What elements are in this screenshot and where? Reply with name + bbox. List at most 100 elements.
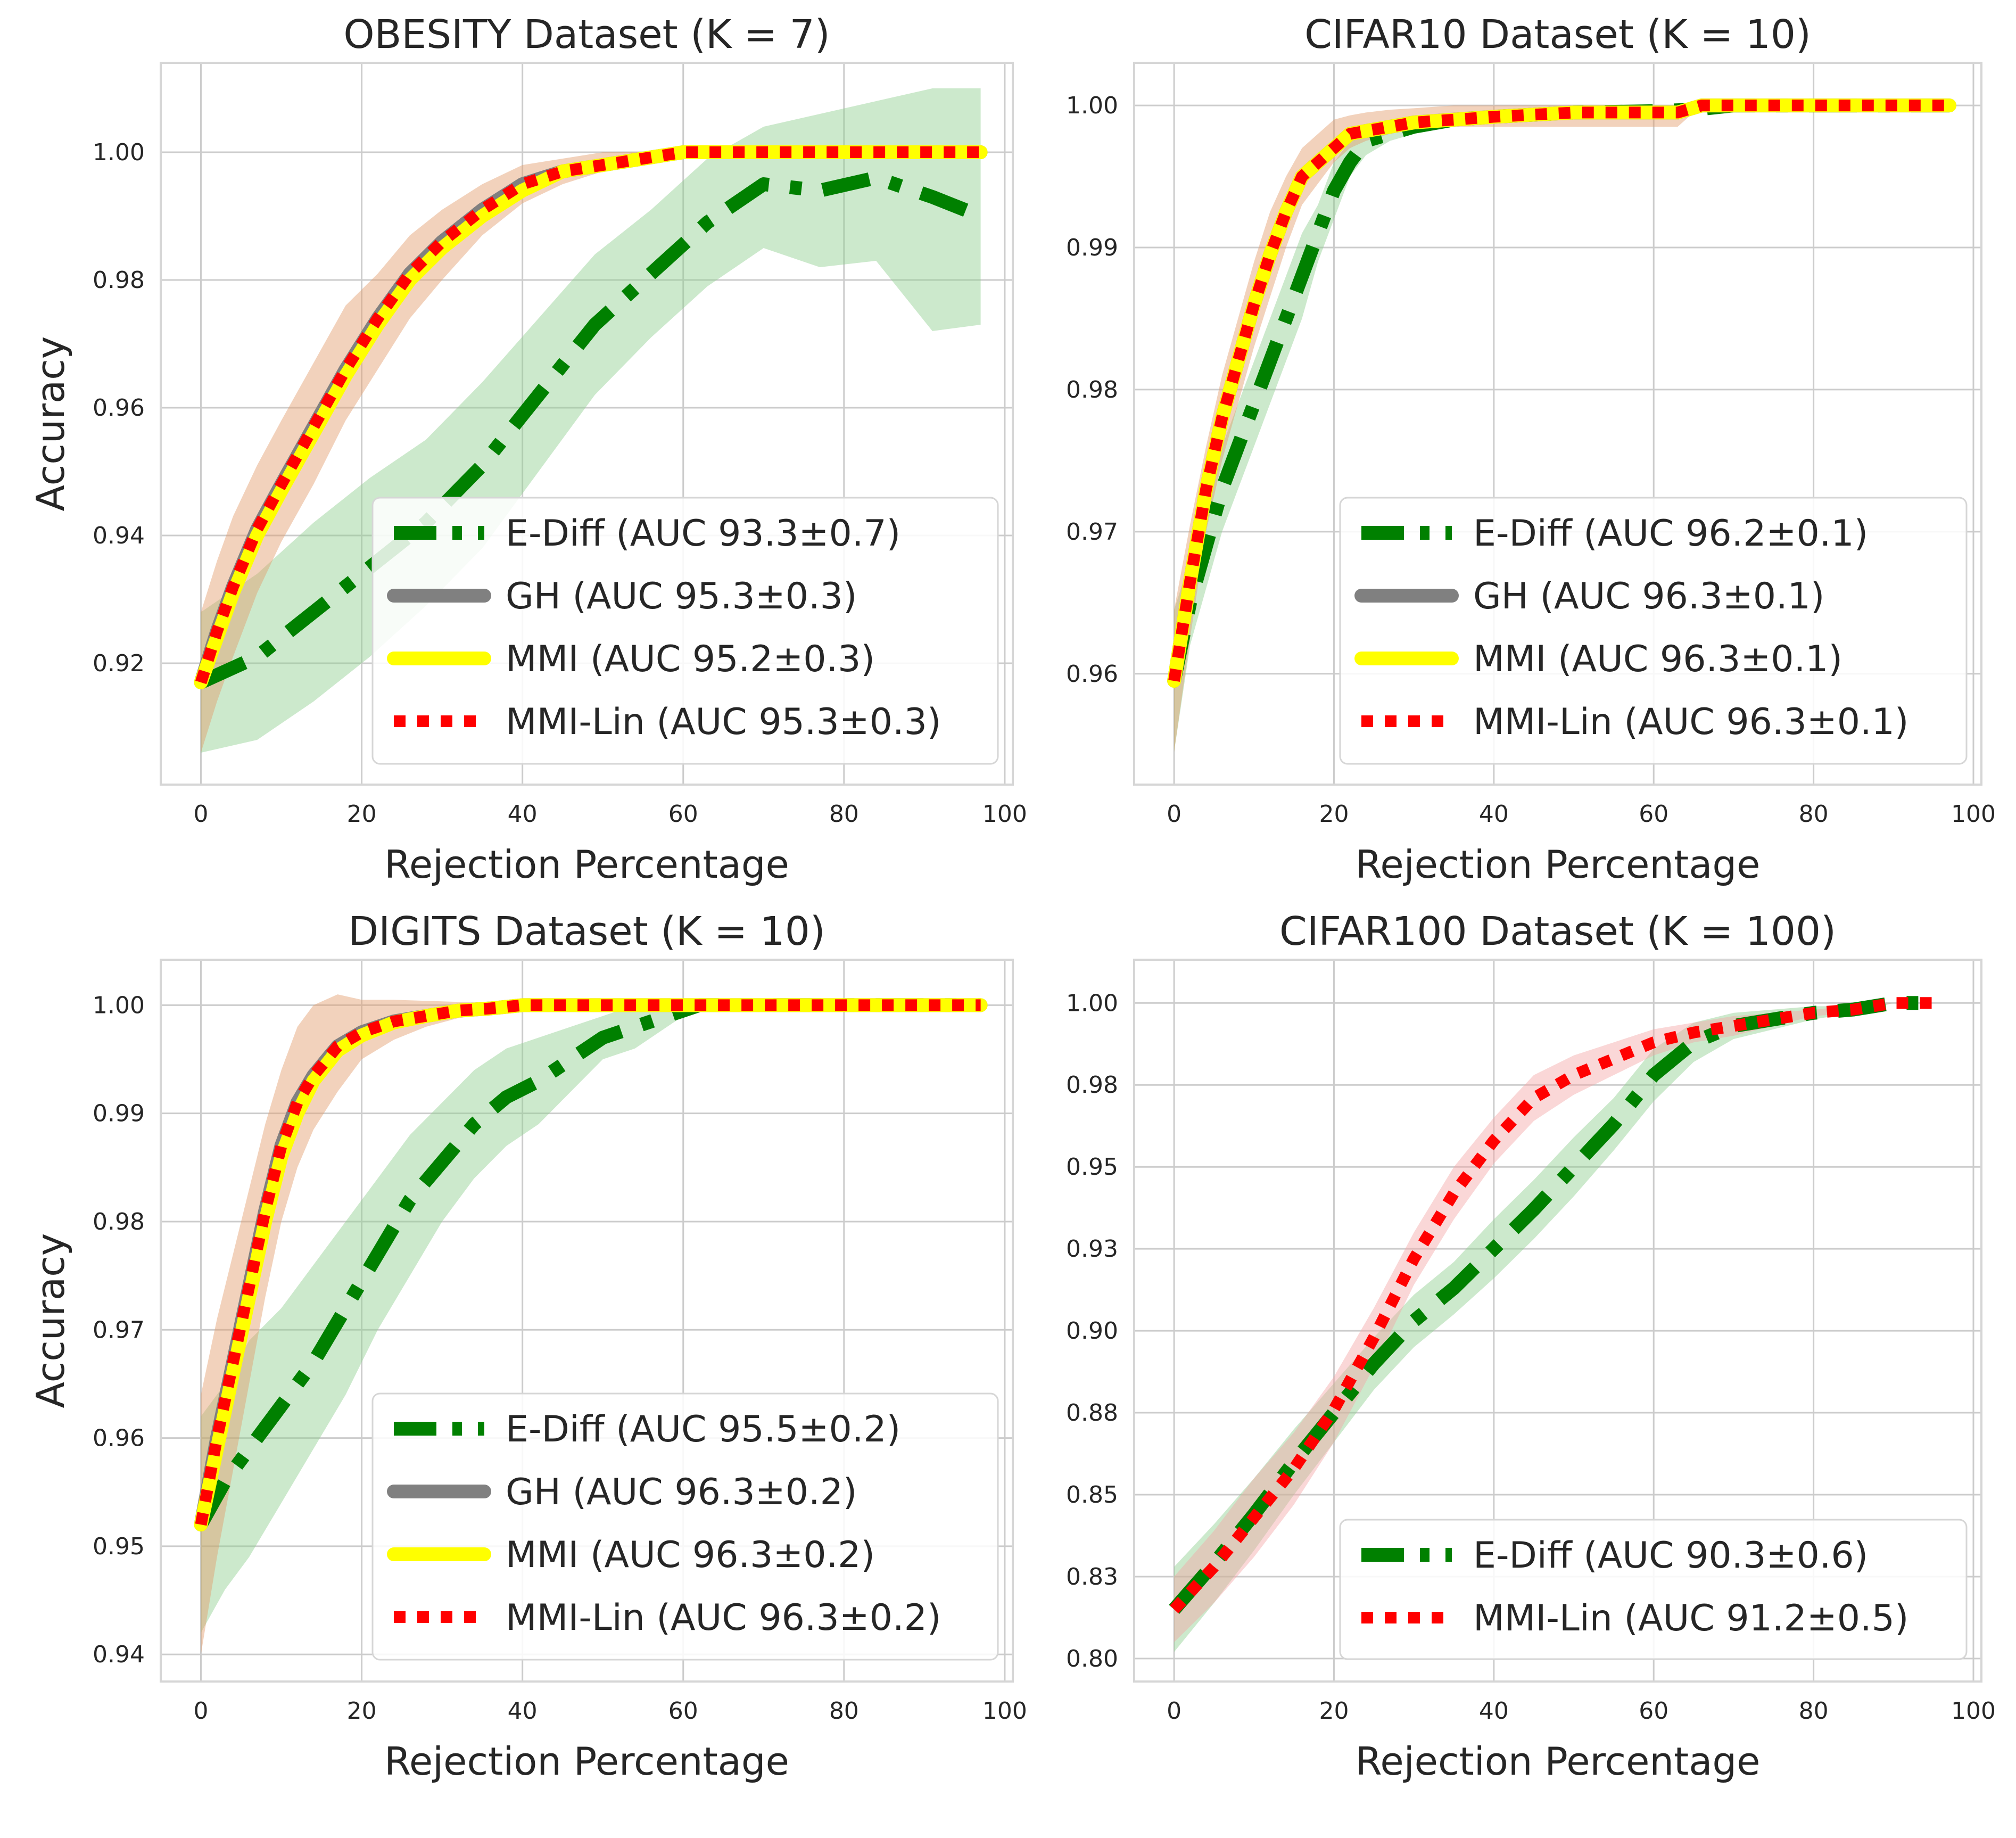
y-tick-label: 0.88 [1066, 1399, 1118, 1427]
data-layer [1167, 98, 1956, 752]
legend-label: MMI-Lin (AUC 96.3±0.2) [506, 1597, 941, 1639]
x-tick-label: 20 [1319, 801, 1349, 828]
x-tick-label: 100 [982, 1697, 1027, 1725]
legend: E-Diff (AUC 90.3±0.6) MMI-Lin (AUC 91.2±0… [1339, 1519, 1968, 1660]
x-tick-label: 80 [1799, 1697, 1829, 1725]
y-tick-label: 0.95 [1066, 1153, 1118, 1181]
x-tick-label: 100 [1951, 1697, 1996, 1725]
y-tick-label: 0.96 [93, 394, 145, 422]
series-line-4 [1168, 100, 1949, 682]
series-line-4 [195, 999, 981, 1526]
legend-label: E-Diff (AUC 96.2±0.1) [1473, 513, 1868, 555]
series-line-1 [198, 171, 984, 689]
legend-box [371, 1392, 999, 1661]
y-tick-label: 0.80 [1066, 1645, 1118, 1672]
legend: E-Diff (AUC 96.2±0.1) GH (AUC 96.3±0.1) MM… [1339, 497, 1968, 765]
series-line-1 [1167, 98, 1949, 682]
y-tick-label: 1.00 [93, 992, 145, 1019]
y-axis-label: Accuracy [28, 1233, 73, 1408]
y-axis-label: Accuracy [28, 336, 73, 512]
x-tick-label: 0 [1167, 801, 1181, 828]
x-tick-label: 60 [1639, 801, 1668, 828]
axes-frame [160, 959, 1014, 1683]
legend-label: E-Diff (AUC 90.3±0.6) [1473, 1535, 1868, 1577]
legend: E-Diff (AUC 95.5±0.2) GH (AUC 96.3±0.2) MM… [371, 1392, 999, 1661]
legend-box [1339, 1519, 1968, 1660]
legend: E-Diff (AUC 93.3±0.7) GH (AUC 95.3±0.3) MM… [371, 497, 999, 765]
series-line-2 [1170, 997, 1934, 1614]
x-axis-label: Rejection Percentage [384, 842, 789, 887]
legend-label: E-Diff (AUC 95.5±0.2) [506, 1408, 900, 1450]
x-tick-label: 20 [347, 801, 377, 828]
chart-title: CIFAR100 Dataset (K = 100) [1279, 909, 1836, 954]
x-tick-label: 60 [668, 1697, 698, 1725]
y-tick-label: 0.94 [93, 522, 145, 549]
chart-title: CIFAR10 Dataset (K = 10) [1304, 12, 1811, 57]
legend-label: MMI-Lin (AUC 91.2±0.5) [1473, 1597, 1908, 1639]
chart-title: DIGITS Dataset (K = 10) [348, 909, 825, 954]
x-tick-label: 80 [829, 801, 859, 828]
legend-label: MMI (AUC 96.3±0.2) [506, 1534, 875, 1576]
y-tick-label: 1.00 [93, 139, 145, 166]
y-tick-label: 0.99 [1066, 234, 1118, 261]
y-tick-label: 0.97 [93, 1316, 145, 1344]
y-tick-label: 0.83 [1066, 1563, 1118, 1590]
legend-box [1339, 497, 1968, 765]
y-tick-label: 0.98 [93, 267, 145, 294]
legend-label: MMI-Lin (AUC 95.3±0.3) [506, 701, 941, 743]
y-tick-label: 1.00 [1066, 990, 1118, 1017]
x-tick-label: 60 [1639, 1697, 1668, 1725]
legend-label: GH (AUC 96.3±0.2) [506, 1471, 857, 1513]
confidence-band [201, 1005, 981, 1633]
x-tick-label: 80 [1799, 801, 1829, 828]
y-tick-label: 0.94 [93, 1641, 145, 1668]
legend-label: GH (AUC 96.3±0.1) [1473, 575, 1824, 617]
legend-label: GH (AUC 95.3±0.3) [506, 575, 857, 617]
y-tick-label: 0.96 [93, 1425, 145, 1452]
chart-panel-2: 0 20 40 60 80 100 0.96 0.97 0.98 0.99 1.00 Rejectio… [1066, 12, 1996, 887]
chart-panel-1: 0 20 40 60 80 100 0.92 0.94 0.96 0.98 1.00 Rejectio… [28, 12, 1027, 887]
x-tick-label: 60 [668, 801, 698, 828]
y-tick-label: 0.98 [1066, 1072, 1118, 1099]
y-tick-label: 0.97 [1066, 518, 1118, 546]
x-tick-label: 100 [1951, 801, 1996, 828]
x-tick-label: 0 [194, 801, 209, 828]
x-axis-label: Rejection Percentage [1356, 842, 1761, 887]
axes-frame [1133, 62, 1982, 786]
x-tick-label: 40 [1479, 801, 1509, 828]
x-tick-label: 80 [829, 1697, 859, 1725]
y-tick-label: 0.99 [93, 1100, 145, 1127]
legend-label: MMI (AUC 96.3±0.1) [1473, 638, 1843, 680]
y-tick-label: 0.95 [93, 1533, 145, 1560]
chart-title: OBESITY Dataset (K = 7) [343, 12, 830, 57]
legend-box [371, 497, 999, 765]
chart-panel-3: 0 20 40 60 80 100 0.94 0.95 0.96 0.97 0.98 0.99 1.00… [28, 909, 1027, 1784]
chart-panel-4: 0 20 40 60 80 100 0.80 0.83 0.85 0.88 0.90 0.93 0.95… [1066, 909, 1996, 1784]
x-axis-label: Rejection Percentage [1356, 1739, 1761, 1784]
legend-label: E-Diff (AUC 93.3±0.7) [506, 513, 900, 555]
x-axis-label: Rejection Percentage [384, 1739, 789, 1784]
x-tick-label: 100 [982, 801, 1027, 828]
y-tick-label: 0.98 [93, 1208, 145, 1235]
x-tick-label: 40 [508, 1697, 538, 1725]
y-tick-label: 0.93 [1066, 1235, 1118, 1263]
y-tick-label: 1.00 [1066, 92, 1118, 119]
y-tick-label: 0.92 [93, 650, 145, 677]
y-tick-label: 0.96 [1066, 661, 1118, 688]
y-tick-label: 0.98 [1066, 376, 1118, 403]
data-layer [194, 994, 988, 1655]
x-tick-label: 20 [1319, 1697, 1349, 1725]
legend-label: MMI-Lin (AUC 96.3±0.1) [1473, 701, 1908, 743]
x-tick-label: 40 [508, 801, 538, 828]
axes-frame [1133, 959, 1982, 1683]
x-tick-label: 40 [1479, 1697, 1509, 1725]
axes-frame [160, 62, 1014, 786]
x-tick-label: 20 [347, 1697, 377, 1725]
y-tick-label: 0.85 [1066, 1481, 1118, 1509]
x-tick-label: 0 [1167, 1697, 1181, 1725]
legend-label: MMI (AUC 95.2±0.3) [506, 638, 875, 680]
data-layer [1169, 996, 1934, 1652]
y-tick-label: 0.90 [1066, 1317, 1118, 1345]
